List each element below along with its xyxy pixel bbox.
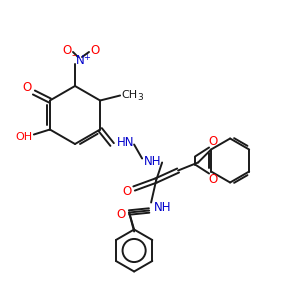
Text: O: O bbox=[62, 44, 72, 56]
Text: N: N bbox=[76, 53, 84, 67]
Text: O: O bbox=[22, 81, 32, 94]
Text: CH: CH bbox=[121, 89, 137, 100]
Text: O: O bbox=[208, 135, 218, 148]
Text: O: O bbox=[122, 185, 132, 198]
Text: NH: NH bbox=[154, 201, 172, 214]
Text: 3: 3 bbox=[137, 93, 143, 102]
Text: NH: NH bbox=[144, 155, 162, 168]
Text: -: - bbox=[71, 50, 75, 60]
Text: OH: OH bbox=[15, 131, 32, 142]
Text: O: O bbox=[90, 44, 100, 56]
Text: O: O bbox=[208, 173, 218, 186]
Text: HN: HN bbox=[117, 136, 135, 149]
Text: O: O bbox=[116, 208, 126, 221]
Text: +: + bbox=[84, 52, 90, 62]
